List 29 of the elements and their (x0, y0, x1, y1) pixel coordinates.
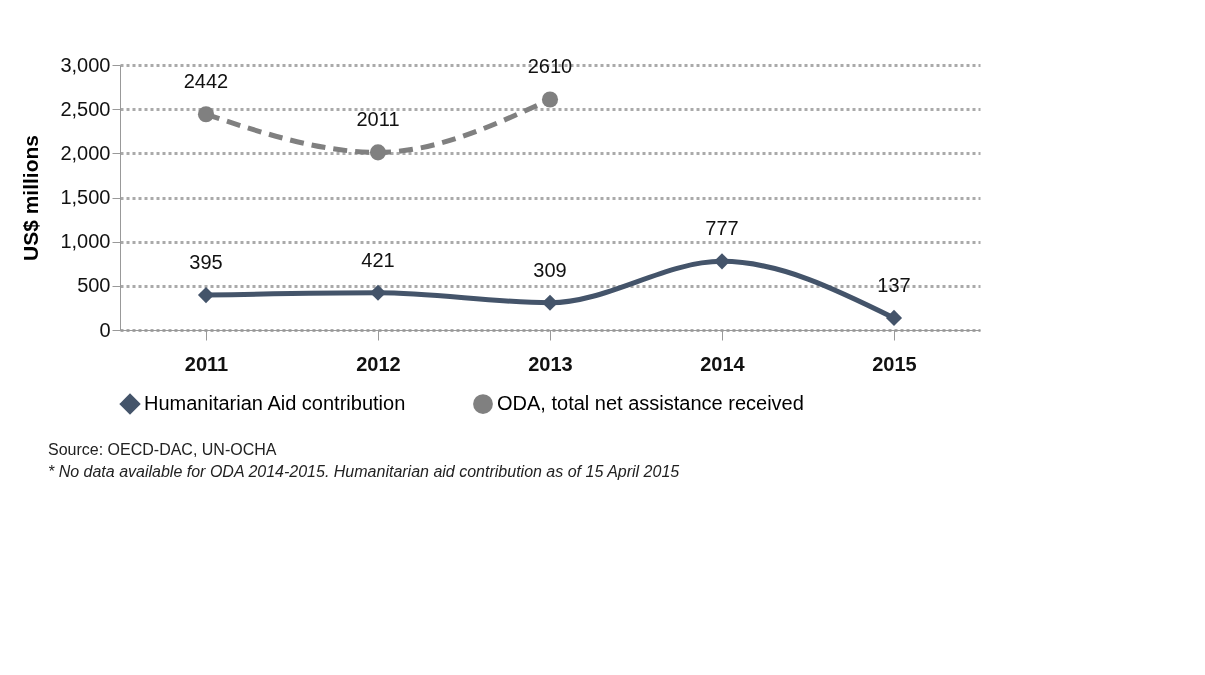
point (885, 309, 903, 326)
y-tick-label: 1,500 (60, 186, 111, 208)
data-label: 421 (361, 248, 395, 271)
x-tick-label: 2011 (184, 352, 229, 375)
point (197, 106, 215, 123)
data-label: 395 (189, 251, 223, 274)
point (541, 91, 559, 108)
y-tick-label: 1,000 (60, 230, 111, 253)
data-label: 2011 (356, 108, 400, 131)
data-label: 777 (705, 217, 739, 240)
data-label: 309 (533, 258, 567, 281)
data-label: 2442 (183, 70, 229, 93)
y-tick-label: 0 (99, 318, 111, 341)
x-tick-label: 2015 (872, 352, 917, 375)
text: * No data available for ODA 2014-2015. Humanitarian aid contribution as of 15 April 2015 (48, 463, 681, 481)
y-tick-label: 2,500 (60, 97, 111, 120)
x-tick-label: 2013 (528, 352, 573, 375)
y-tick-label: 500 (77, 274, 111, 297)
data-label: 2610 (527, 55, 573, 78)
x-tick-label: 2014 (700, 352, 746, 375)
y-axis-title: US$ millions (19, 134, 43, 262)
y-tick-label: 3,000 (60, 53, 111, 76)
x-tick-label: 2012 (356, 352, 401, 375)
y-tick-label: 2,000 (60, 141, 111, 164)
source-note: Source: OECD-DAC, UN-OCHA (48, 441, 278, 459)
legend-label: Humanitarian Aid contribution (144, 392, 406, 415)
legend-label: ODA, total net assistance received (497, 392, 804, 415)
data-label: 137 (877, 273, 911, 296)
point (369, 144, 387, 161)
